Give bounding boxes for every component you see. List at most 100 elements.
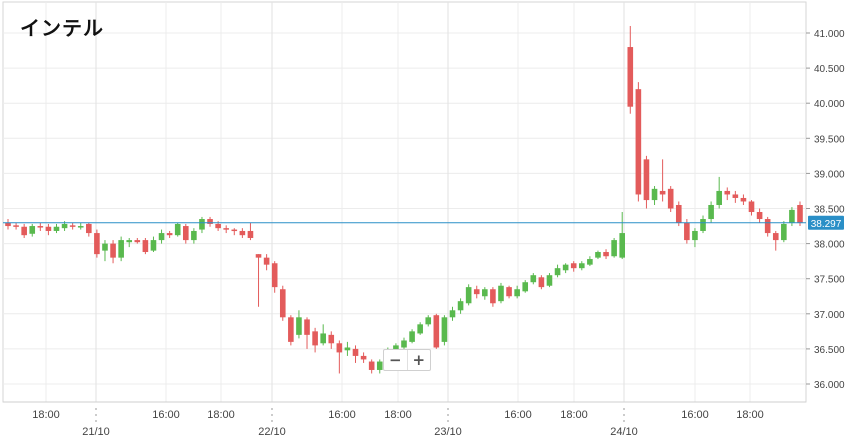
candle-body[interactable] [635,89,642,195]
candle-body[interactable] [231,229,238,232]
candle-body[interactable] [425,317,432,325]
candle-body[interactable] [772,233,779,241]
candle-body[interactable] [724,190,731,195]
candle-body[interactable] [619,233,626,258]
candle-body[interactable] [514,289,520,297]
candle-body[interactable] [13,225,19,227]
candle-body[interactable] [53,226,60,231]
candle-body[interactable] [279,289,286,318]
candle-body[interactable] [401,340,407,348]
candle-body[interactable] [490,289,496,304]
candle-body[interactable] [716,190,722,205]
candle-body[interactable] [409,331,415,342]
candle-body[interactable] [102,243,108,251]
candle-body[interactable] [797,204,803,223]
candle-body[interactable] [522,282,529,292]
candle-body[interactable] [554,268,561,276]
candle-body[interactable] [304,319,310,335]
candle-body[interactable] [708,204,714,220]
candle-body[interactable] [5,222,11,227]
candle-body[interactable] [352,348,359,356]
candle-body[interactable] [86,223,92,234]
candle-body[interactable] [312,331,318,346]
candle-body[interactable] [77,226,84,228]
candle-body[interactable] [69,225,76,227]
candle-body[interactable] [740,197,747,202]
candle-body[interactable] [376,361,383,370]
candle-body[interactable] [789,209,795,223]
candle-body[interactable] [21,226,27,236]
candle-body[interactable] [328,334,335,344]
candle-body[interactable] [748,201,755,213]
candle-body[interactable] [110,243,116,258]
candle-body[interactable] [45,226,52,231]
candle-body[interactable] [271,263,278,288]
zoom-out-button[interactable]: − [384,350,407,370]
candle-body[interactable] [182,226,189,241]
candle-body[interactable] [336,343,343,353]
candle-body[interactable] [174,223,181,236]
candle-body[interactable] [692,230,698,241]
candle-body[interactable] [449,310,456,318]
candle-body[interactable] [94,233,100,255]
candle-body[interactable] [578,263,585,269]
candle-body[interactable] [320,333,326,344]
candle-body[interactable] [684,222,690,241]
candle-body[interactable] [255,254,262,258]
candle-body[interactable] [538,277,545,288]
candle-body[interactable] [166,233,173,236]
candle-body[interactable] [288,317,294,342]
candle-body[interactable] [118,240,124,258]
candle-body[interactable] [263,257,270,265]
candle-body[interactable] [611,240,617,257]
candle-body[interactable] [29,226,36,234]
candle-body[interactable] [530,275,537,283]
candle-body[interactable] [506,287,512,297]
candle-body[interactable] [142,240,149,253]
candle-body[interactable] [247,230,254,238]
candle-body[interactable] [199,219,205,230]
candle-body[interactable] [587,259,593,265]
candle-body[interactable] [732,194,739,198]
candle-body[interactable] [191,230,197,241]
candle-body[interactable] [457,301,464,311]
candle-body[interactable] [239,230,246,236]
candle-body[interactable] [360,355,367,360]
zoom-in-button[interactable]: + [406,350,431,370]
candle-body[interactable] [393,345,399,353]
candle-body[interactable] [441,317,448,342]
candle-body[interactable] [296,317,302,335]
candle-body[interactable] [207,219,213,224]
candle-body[interactable] [498,285,504,302]
candle-body[interactable] [344,347,351,351]
candle-body[interactable] [215,223,221,229]
candle-body[interactable] [570,263,577,269]
candle-body[interactable] [603,252,609,257]
candle-body[interactable] [126,240,133,243]
candle-body[interactable] [433,315,440,348]
candle-body[interactable] [675,204,682,223]
candle-body[interactable] [667,188,674,209]
candle-body[interactable] [465,287,472,304]
candle-body[interactable] [417,324,423,334]
candle-body[interactable] [643,159,650,201]
candle-body[interactable] [764,219,771,234]
candle-body[interactable] [627,47,634,107]
candle-body[interactable] [562,264,569,271]
candle-body[interactable] [61,223,68,229]
candle-body[interactable] [700,219,706,231]
candle-body[interactable] [756,212,763,220]
candle-body[interactable] [595,252,601,258]
candle-body[interactable] [368,361,375,370]
candle-body[interactable] [651,188,658,201]
candle-body[interactable] [781,223,787,241]
candle-body[interactable] [473,289,480,295]
candle-body[interactable] [659,190,666,195]
candle-body[interactable] [482,289,488,297]
candle-body[interactable] [223,228,230,230]
candle-body[interactable] [158,233,165,241]
candle-body[interactable] [37,226,44,228]
candle-body[interactable] [134,240,141,243]
candle-body[interactable] [546,275,553,286]
